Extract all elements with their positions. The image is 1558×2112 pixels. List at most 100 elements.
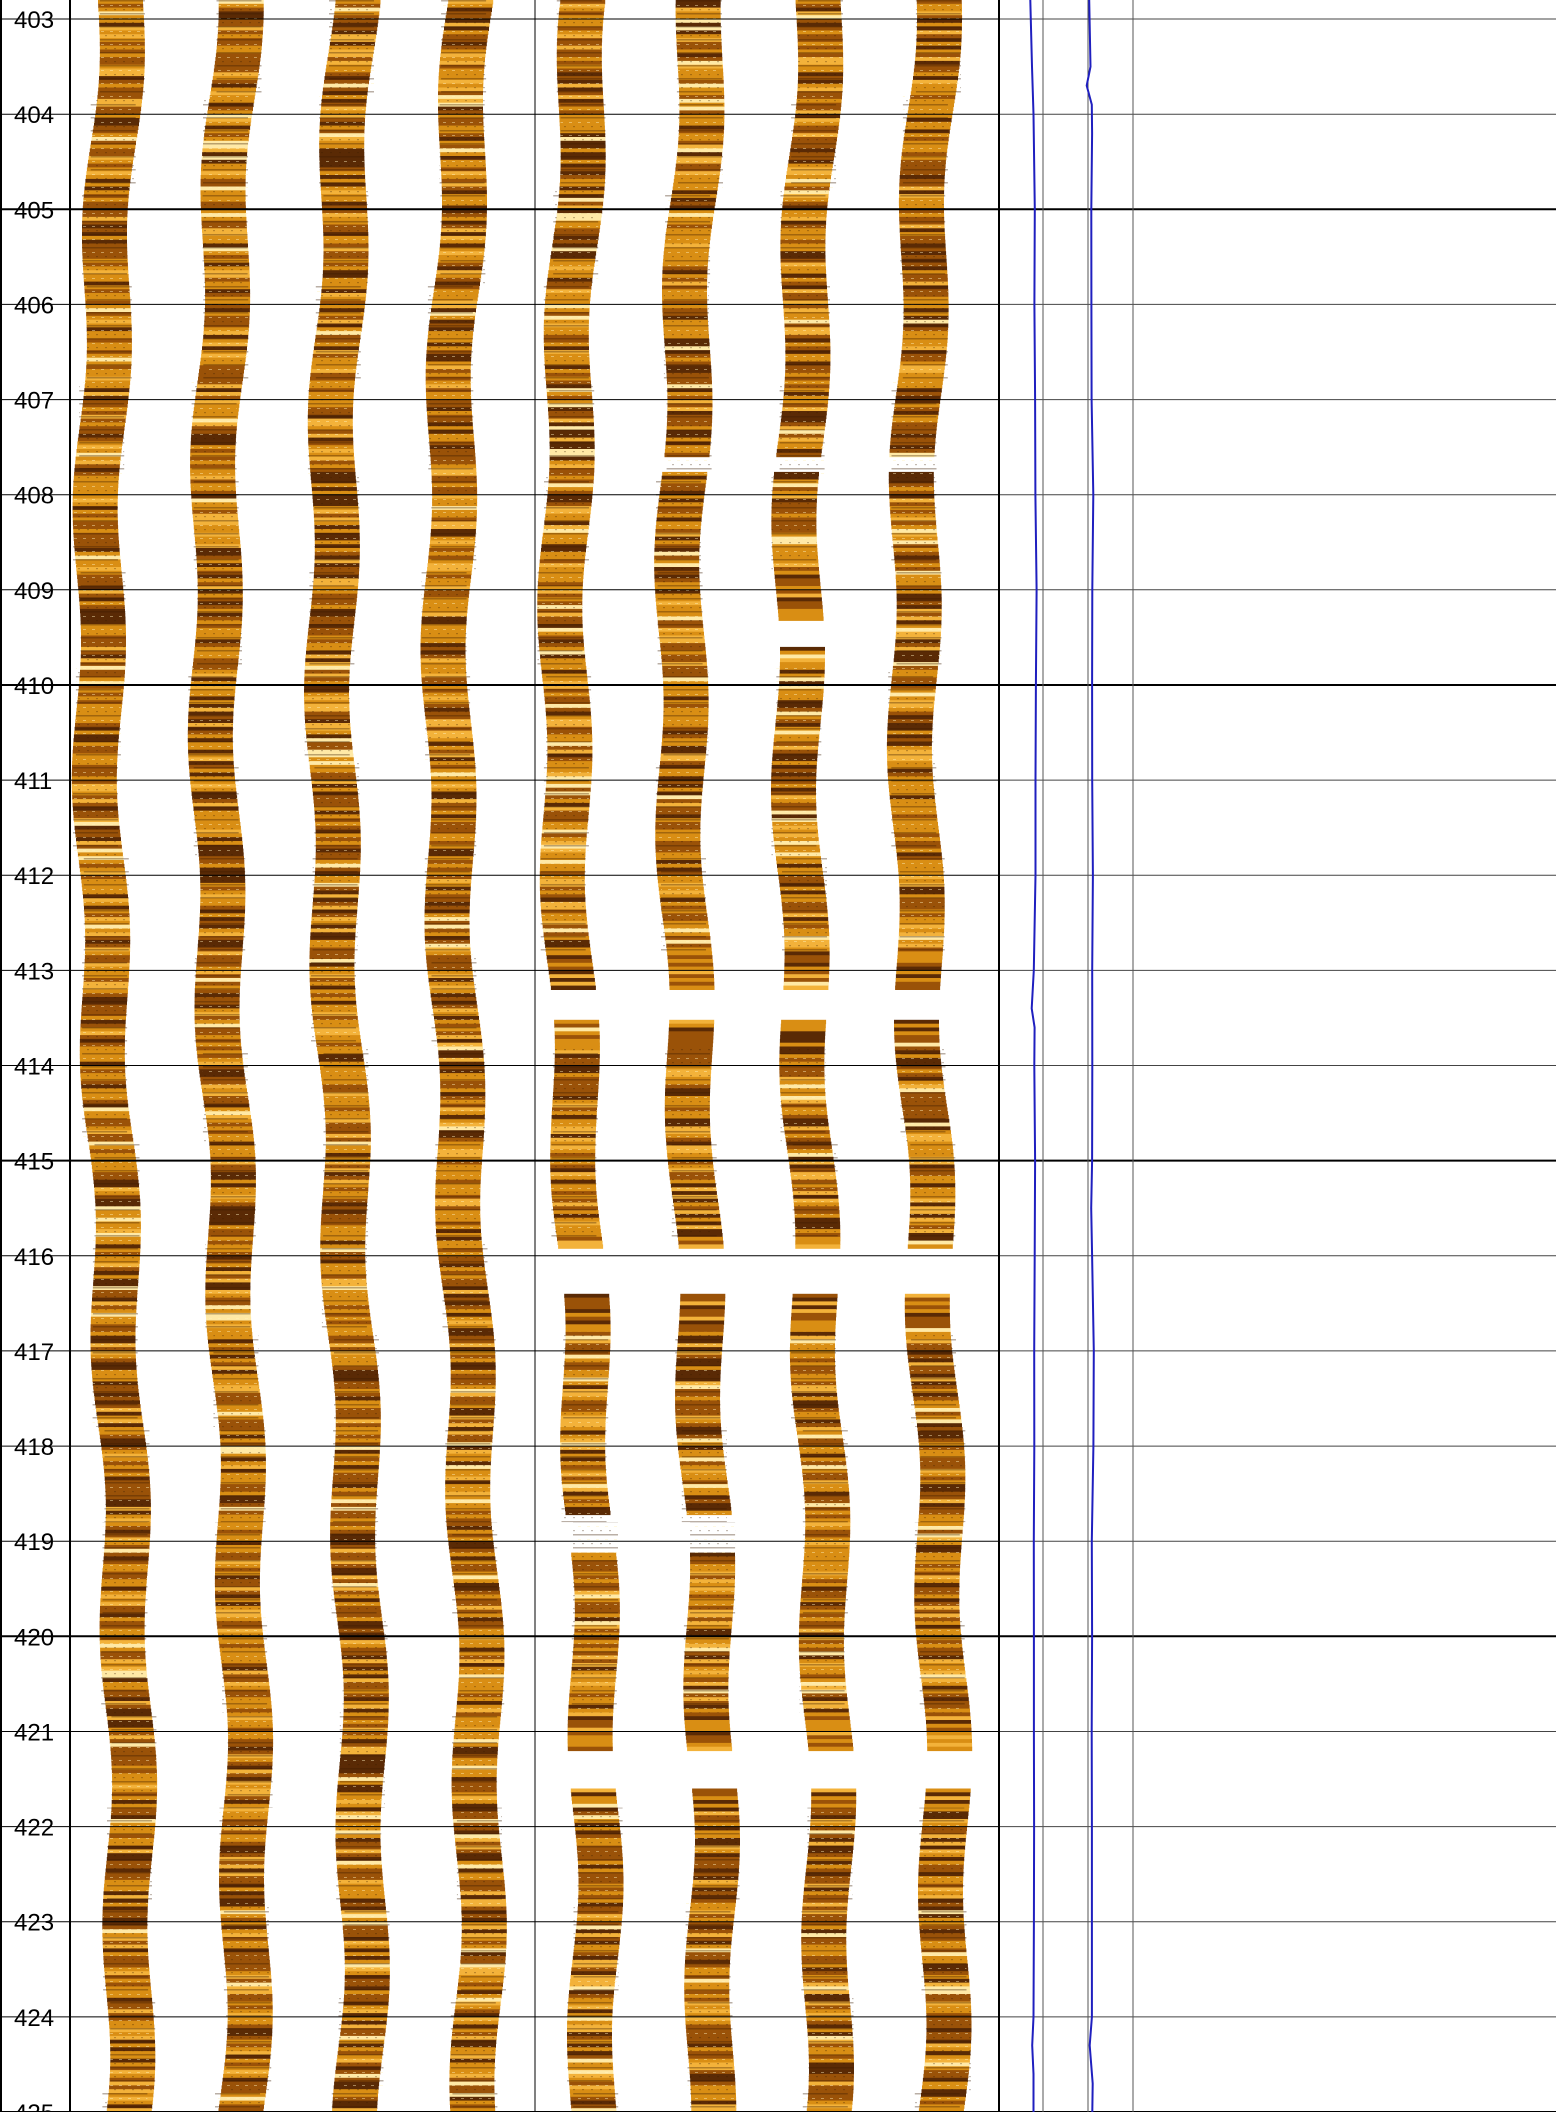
image-texture bbox=[323, 1141, 369, 1237]
image-strip bbox=[669, 985, 715, 990]
image-texture bbox=[791, 1331, 836, 1427]
image-strip bbox=[668, 970, 714, 975]
image-texture bbox=[427, 285, 473, 381]
image-texture bbox=[323, 190, 369, 286]
image-strip bbox=[565, 1305, 610, 1310]
image-texture bbox=[220, 1427, 266, 1523]
image-strip bbox=[897, 959, 943, 964]
image-texture bbox=[79, 380, 125, 476]
depth-tick-label: 410 bbox=[14, 673, 54, 700]
image-strip bbox=[925, 1788, 971, 1793]
image-strip bbox=[780, 658, 825, 663]
image-strip bbox=[678, 1324, 724, 1329]
curve-series-1 bbox=[1029, 0, 1038, 2112]
image-texture bbox=[219, 1807, 265, 1903]
image-texture bbox=[802, 2093, 848, 2112]
image-texture bbox=[919, 1617, 965, 1713]
image-strip bbox=[811, 1796, 857, 1801]
image-texture bbox=[450, 1997, 496, 2093]
image-texture bbox=[223, 1902, 269, 1998]
image-pad-8 bbox=[886, 0, 973, 2112]
image-texture bbox=[925, 1997, 971, 2093]
image-texture bbox=[101, 1617, 147, 1713]
image-texture bbox=[553, 190, 599, 286]
image-texture bbox=[899, 856, 945, 952]
depth-tick-label: 424 bbox=[14, 2005, 54, 2032]
image-strip bbox=[811, 1803, 857, 1809]
image-strip bbox=[558, 1244, 604, 1249]
image-texture bbox=[560, 95, 606, 191]
image-texture bbox=[663, 285, 709, 381]
image-strip bbox=[554, 1035, 600, 1040]
image-strip bbox=[811, 1800, 857, 1805]
image-strip bbox=[894, 1023, 939, 1029]
borehole-image-track bbox=[71, 0, 973, 2112]
image-texture bbox=[83, 856, 129, 952]
image-texture bbox=[107, 1807, 152, 1903]
image-texture bbox=[665, 1046, 710, 1142]
image-texture bbox=[779, 380, 825, 476]
image-strip bbox=[567, 1735, 613, 1740]
image-texture bbox=[75, 665, 121, 761]
image-strip bbox=[795, 1244, 841, 1249]
image-strip bbox=[904, 1293, 950, 1299]
image-strip bbox=[780, 1035, 826, 1040]
image-texture bbox=[321, 1236, 367, 1332]
image-strip bbox=[680, 1293, 726, 1299]
image-texture bbox=[690, 2093, 736, 2112]
image-strip bbox=[905, 1328, 951, 1333]
image-strip bbox=[778, 612, 824, 618]
image-texture bbox=[676, 0, 722, 96]
image-texture bbox=[205, 1236, 251, 1332]
image-strip bbox=[565, 1309, 611, 1314]
image-texture bbox=[103, 1902, 149, 1998]
image-strip bbox=[557, 1240, 603, 1245]
image-strip bbox=[783, 985, 829, 990]
image-strip bbox=[811, 1788, 857, 1793]
image-texture bbox=[440, 190, 486, 286]
image-texture bbox=[573, 1522, 618, 1618]
image-texture bbox=[561, 1427, 607, 1523]
image-strip bbox=[778, 616, 824, 621]
image-strip bbox=[779, 662, 825, 667]
image-strip bbox=[669, 974, 714, 979]
image-texture bbox=[782, 856, 827, 952]
image-texture bbox=[780, 1046, 826, 1142]
image-strip bbox=[668, 1027, 714, 1032]
image-texture bbox=[544, 475, 589, 571]
image-strip bbox=[791, 1312, 837, 1318]
image-texture bbox=[213, 1331, 259, 1427]
image-strip bbox=[572, 1800, 617, 1805]
depth-tick-label: 413 bbox=[14, 958, 54, 985]
image-strip bbox=[905, 1324, 951, 1329]
curve-track bbox=[1029, 0, 1095, 2112]
image-strip bbox=[775, 578, 821, 583]
image-strip bbox=[925, 1796, 970, 1801]
depth-tick-label: 411 bbox=[14, 768, 52, 795]
image-strip bbox=[792, 1301, 838, 1306]
image-strip bbox=[805, 1720, 851, 1725]
image-strip bbox=[805, 1723, 851, 1729]
image-texture bbox=[92, 1236, 138, 1332]
image-strip bbox=[686, 1742, 732, 1748]
image-texture bbox=[215, 1522, 260, 1618]
image-texture bbox=[92, 1331, 138, 1427]
image-strip bbox=[572, 1803, 618, 1809]
image-strip bbox=[678, 1244, 724, 1249]
image-texture bbox=[687, 1997, 733, 2093]
image-strip bbox=[548, 966, 594, 971]
depth-tick-label: 419 bbox=[14, 1529, 54, 1556]
image-texture bbox=[203, 285, 249, 381]
image-texture bbox=[102, 1522, 148, 1618]
image-strip bbox=[567, 1716, 613, 1721]
image-strip bbox=[567, 1723, 613, 1729]
depth-tick-label: 403 bbox=[14, 7, 54, 34]
image-strip bbox=[667, 955, 713, 960]
image-strip bbox=[692, 1788, 738, 1793]
image-texture bbox=[319, 95, 365, 191]
image-texture bbox=[197, 570, 242, 666]
image-strip bbox=[784, 974, 829, 979]
image-texture bbox=[203, 95, 248, 191]
depth-tick-label: 416 bbox=[14, 1244, 54, 1271]
image-strip bbox=[895, 985, 941, 990]
